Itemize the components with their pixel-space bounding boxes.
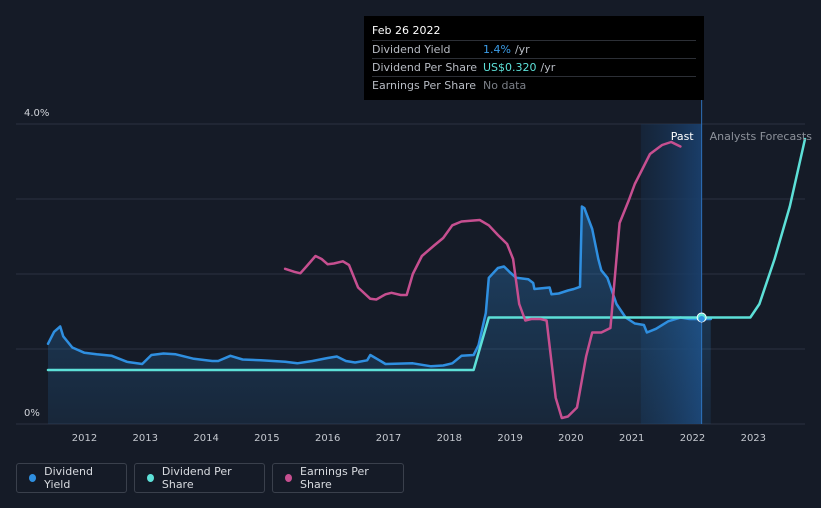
legend-dot-icon	[147, 474, 154, 482]
y-tick-label: 4.0%	[24, 108, 49, 119]
legend-earnings-per-share[interactable]: Earnings Per Share	[272, 463, 404, 493]
x-tick-label: 2023	[741, 433, 766, 444]
legend-dot-icon	[285, 474, 292, 482]
legend-label: Dividend Per Share	[161, 465, 232, 491]
tooltip-row-earnings-per-share: Earnings Per Share No data	[372, 77, 696, 94]
marker-dividend-yield	[698, 316, 705, 322]
x-tick-label: 2021	[619, 433, 644, 444]
x-tick-label: 2015	[254, 433, 279, 444]
legend-dividend-yield[interactable]: Dividend Yield	[16, 463, 127, 493]
tooltip-unit: /yr	[540, 61, 556, 74]
series-lines	[46, 137, 807, 420]
x-tick-label: 2019	[497, 433, 522, 444]
forecast-label: Analysts Forecasts	[710, 130, 813, 143]
x-tick-label: 2017	[376, 433, 401, 444]
tooltip-date: Feb 26 2022	[372, 22, 696, 41]
past-label: Past	[671, 130, 695, 143]
legend-dividend-per-share[interactable]: Dividend Per Share	[134, 463, 265, 493]
x-tick-label: 2022	[680, 433, 705, 444]
axis-labels: 4.0% 0% 2012 2013 2014 2015 2016 2017 2018 2019 20…	[24, 108, 812, 444]
x-tick-label: 2020	[558, 433, 583, 444]
tooltip-label: Earnings Per Share	[372, 79, 477, 92]
x-tick-label: 2012	[72, 433, 97, 444]
series-line-dividend-per-share	[46, 137, 807, 372]
series-line-dividend-yield	[46, 205, 713, 368]
x-tick-label: 2014	[193, 433, 218, 444]
legend-label: Earnings Per Share	[300, 465, 369, 491]
legend-label: Dividend Yield	[44, 465, 93, 491]
series-line-earnings-per-share	[283, 140, 682, 420]
x-tick-label: 2018	[437, 433, 462, 444]
x-tick-label: 2013	[133, 433, 158, 444]
tooltip: Feb 26 2022 Dividend Yield 1.4% /yr Divi…	[364, 16, 704, 100]
tooltip-value: No data	[483, 79, 527, 92]
tooltip-row-dividend-per-share: Dividend Per Share US$0.320 /yr	[372, 59, 696, 77]
tooltip-label: Dividend Yield	[372, 43, 451, 56]
legend-dot-icon	[29, 474, 37, 482]
y-tick-label: 0%	[24, 408, 40, 419]
tooltip-row-dividend-yield: Dividend Yield 1.4% /yr	[372, 41, 696, 59]
x-tick-label: 2016	[315, 433, 340, 444]
tooltip-value: US$0.320	[483, 61, 537, 74]
tooltip-unit: /yr	[514, 43, 530, 56]
tooltip-label: Dividend Per Share	[372, 61, 478, 74]
tooltip-value: 1.4%	[483, 43, 511, 56]
